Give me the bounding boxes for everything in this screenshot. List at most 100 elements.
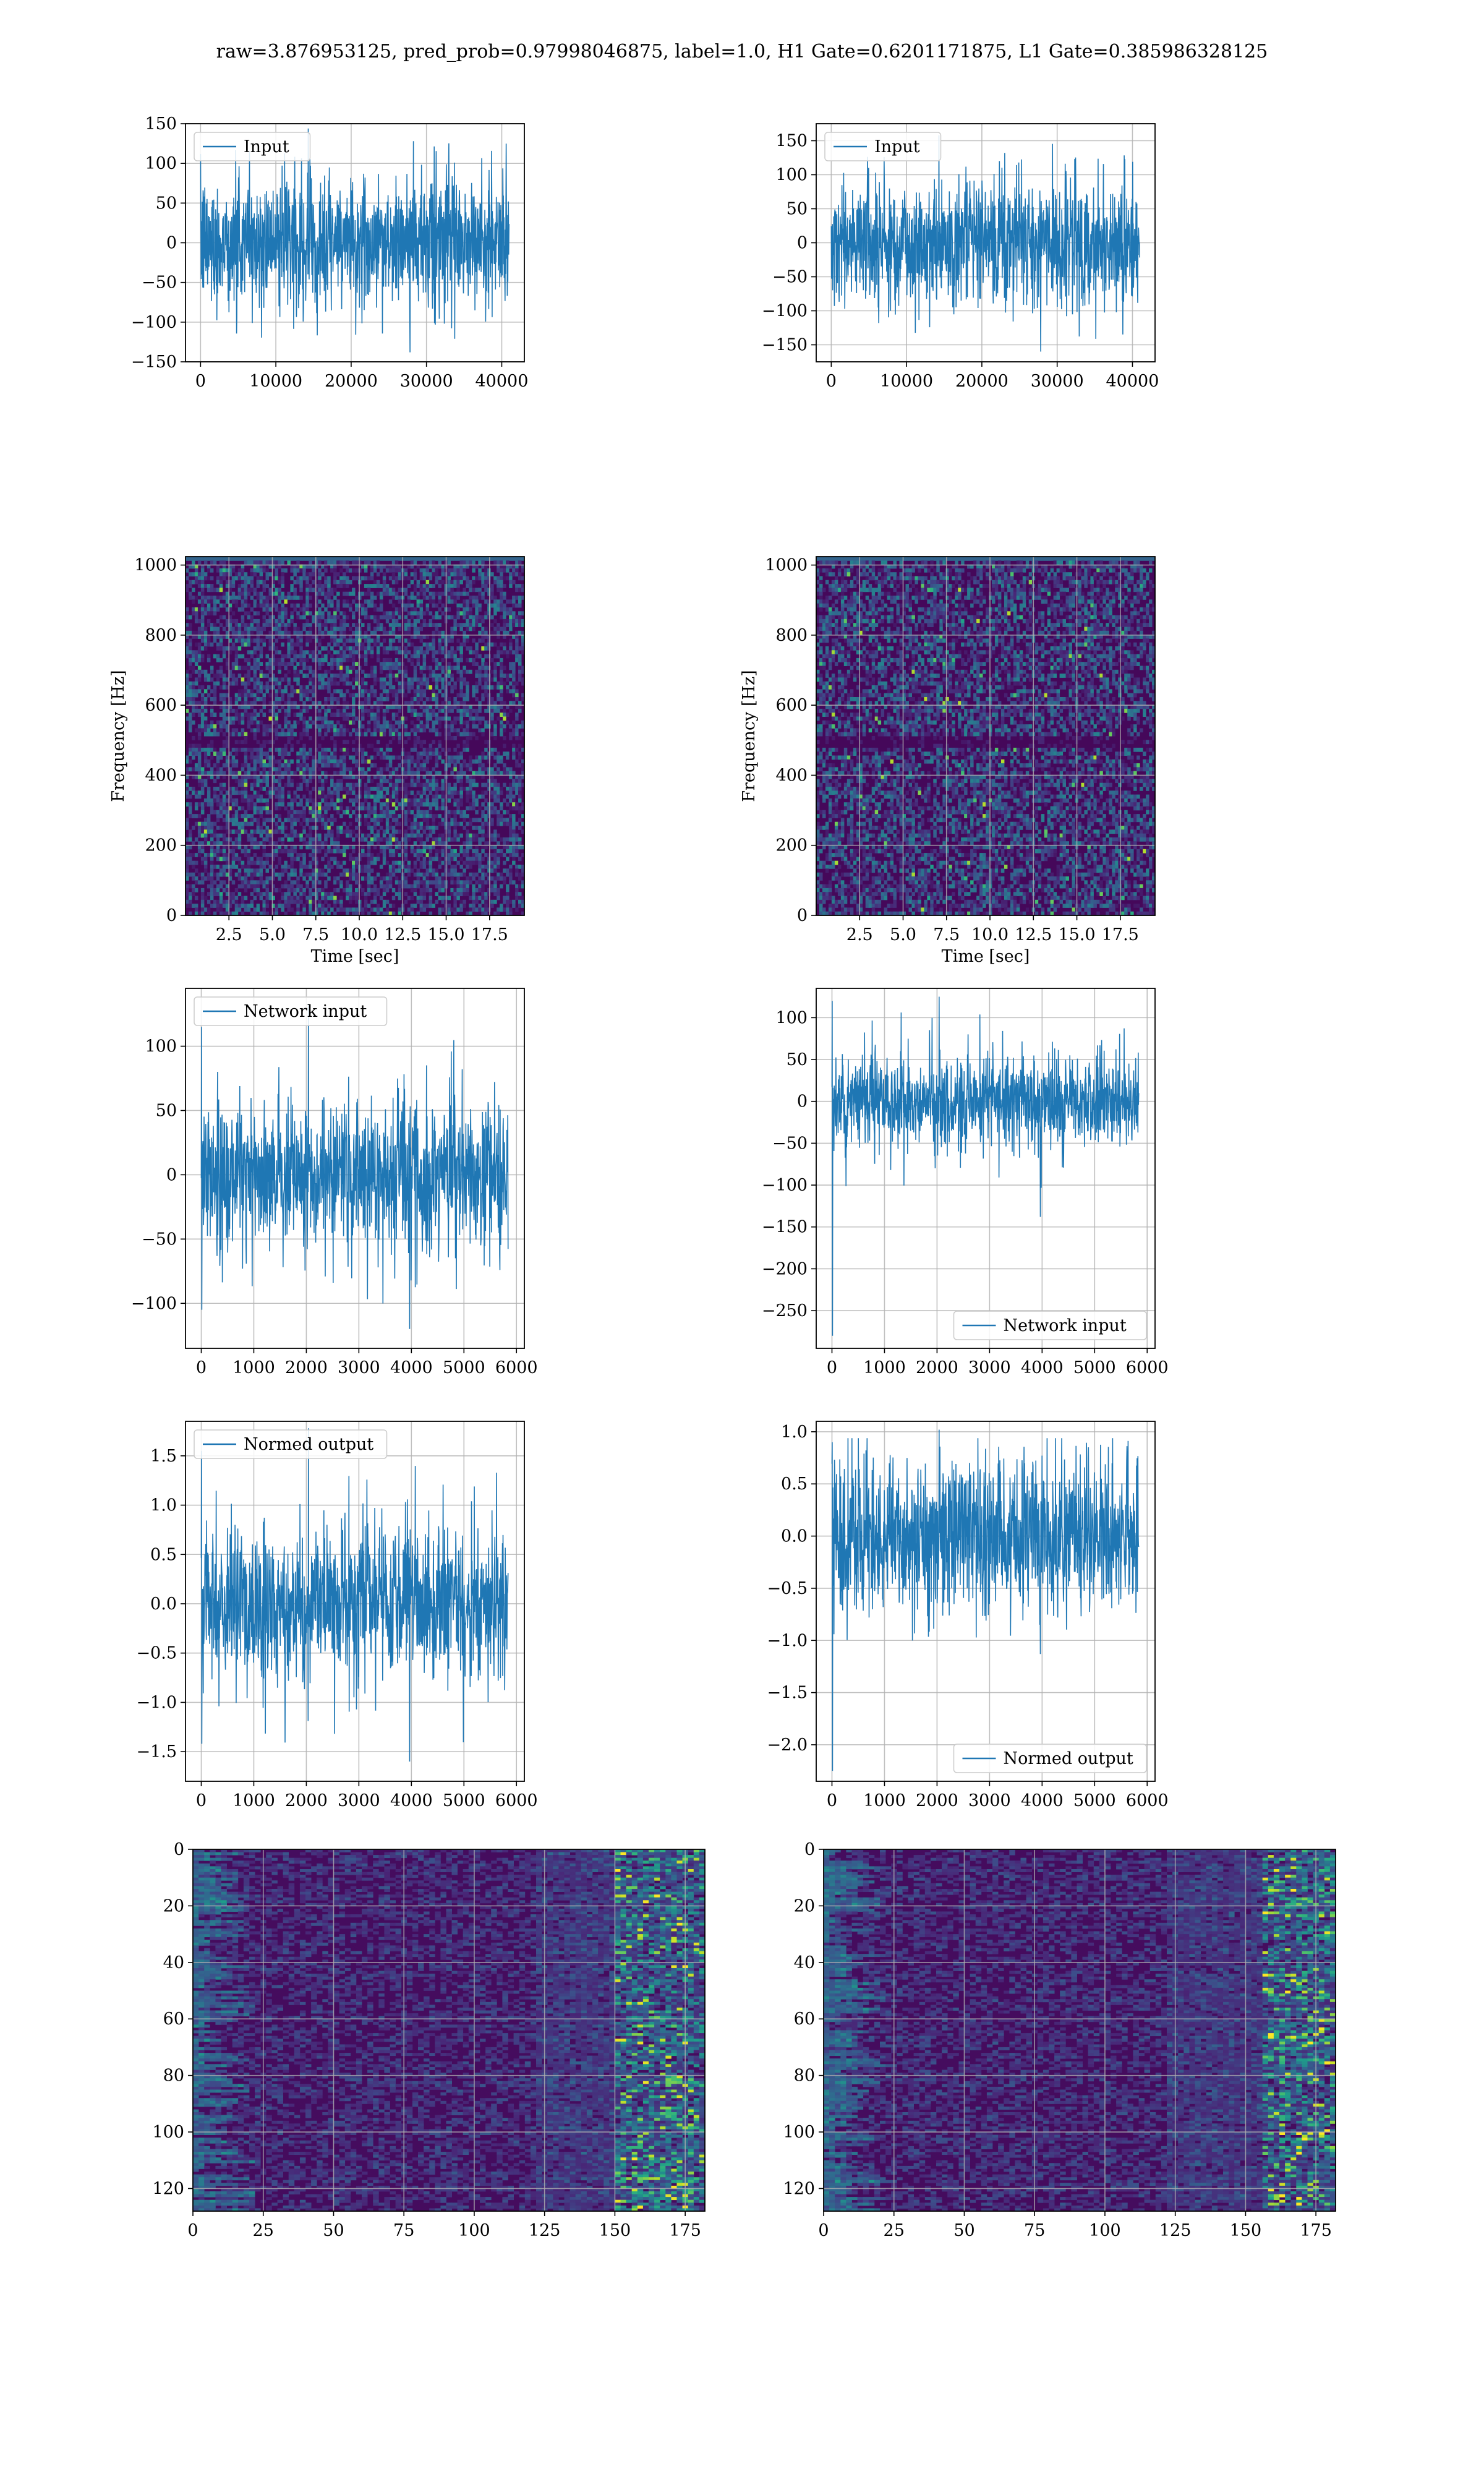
x-tick-label: 25 [253,2221,274,2240]
chart-input-l1: 0 10000 20000 30000 40000−150−100−5005010015… [762,124,1159,391]
y-tick-label: 60 [163,2010,184,2029]
x-tick-label: 10.0 [341,925,378,944]
x-tick-label: 125 [529,2221,561,2240]
y-tick-label: −150 [131,353,177,372]
series-line [832,1430,1139,1771]
y-tick-label: 1.5 [150,1447,177,1466]
series-line [831,135,1140,352]
x-tick-label: 0 [196,1358,207,1377]
y-tick-label: 40 [794,1953,815,1972]
y-tick-label: −100 [762,1176,808,1195]
x-tick-label: 5.0 [890,925,916,944]
series-line [202,1428,508,1761]
chart-spectrogram-h1: 2.5 5.0 7.5 10.0 12.5 15.0 17.5020040060080010… [109,556,525,966]
x-tick-label: 175 [1300,2221,1332,2240]
y-tick-label: −1.0 [767,1631,808,1650]
y-axis-label: Frequency [Hz] [109,670,128,802]
y-tick-label: 120 [152,2179,184,2198]
feature-heatmap [824,1849,1336,2211]
y-tick-label: 80 [794,2066,815,2086]
x-tick-label: 4000 [1021,1791,1064,1810]
y-tick-label: 1.0 [781,1423,808,1442]
y-tick-label: 50 [156,194,177,213]
y-tick-label: 0 [804,1840,815,1859]
legend: Normed output [194,1430,387,1458]
legend-label: Normed output [244,1435,373,1454]
x-tick-label: 30000 [1031,372,1084,391]
y-tick-label: 800 [775,626,808,645]
y-tick-label: 0 [166,1165,177,1184]
y-tick-label: 0.0 [150,1594,177,1614]
y-tick-label: 0.0 [781,1527,808,1546]
axes-frame [816,988,1155,1348]
y-tick-label: 0.5 [150,1545,177,1564]
series-line [202,1004,508,1329]
x-tick-label: 40000 [1106,372,1159,391]
x-tick-label: 125 [1159,2221,1192,2240]
x-tick-label: 2000 [285,1791,328,1810]
y-tick-label: 100 [152,2123,184,2142]
x-tick-label: 75 [393,2221,414,2240]
feature-heatmap [193,1849,705,2211]
x-tick-label: 6000 [495,1791,538,1810]
x-tick-label: 6000 [1126,1791,1169,1810]
y-tick-label: 100 [775,1008,808,1027]
x-tick-label: 175 [669,2221,701,2240]
series-line [832,997,1139,1336]
y-tick-label: −100 [131,313,177,332]
y-tick-label: 0 [166,234,177,253]
legend-label: Normed output [1004,1749,1133,1768]
x-tick-label: 0 [826,372,837,391]
x-tick-label: 3000 [968,1791,1011,1810]
legend: Network input [954,1311,1147,1340]
x-tick-label: 40000 [475,372,529,391]
y-tick-label: 20 [163,1896,184,1915]
y-tick-label: 0 [797,1092,808,1111]
y-tick-label: 150 [145,114,177,134]
x-tick-label: 12.5 [384,925,421,944]
x-tick-label: 10000 [249,372,302,391]
x-axis-label: Time [sec] [311,947,399,966]
y-axis-label: Frequency [Hz] [740,670,759,802]
y-tick-label: 20 [794,1896,815,1915]
x-tick-label: 25 [884,2221,905,2240]
chart-network-input-h1: 0 1000 2000 3000 4000 5000 6000−100−50050100Ne… [131,988,538,1377]
y-tick-label: 150 [775,132,808,151]
legend: Input [194,132,310,161]
x-tick-label: 2.5 [846,925,873,944]
y-tick-label: −0.5 [136,1644,177,1663]
x-tick-label: 100 [458,2221,490,2240]
y-tick-label: −150 [762,1218,808,1237]
x-tick-label: 50 [953,2221,974,2240]
x-tick-label: 1000 [232,1791,275,1810]
x-tick-label: 2000 [916,1358,958,1377]
y-tick-label: 400 [145,766,177,785]
chart-spectrogram-l1: 2.5 5.0 7.5 10.0 12.5 15.0 17.5020040060080010… [740,556,1156,966]
y-tick-label: 50 [156,1101,177,1120]
x-tick-label: 1000 [232,1358,275,1377]
y-tick-label: 400 [775,766,808,785]
x-tick-label: 20000 [955,372,1009,391]
x-axis-label: Time [sec] [942,947,1030,966]
x-tick-label: 7.5 [302,925,329,944]
chart-input-h1: 0 10000 20000 30000 40000−150−100−5005010015… [131,114,529,391]
y-tick-label: 1000 [765,556,808,575]
y-tick-label: −50 [142,1230,177,1249]
y-tick-label: −50 [142,273,177,293]
y-tick-label: −1.0 [136,1693,177,1712]
y-tick-label: −0.5 [767,1579,808,1598]
x-tick-label: 4000 [1021,1358,1064,1377]
x-tick-label: 2000 [916,1791,958,1810]
x-tick-label: 100 [1089,2221,1121,2240]
y-tick-label: 100 [145,154,177,173]
y-tick-label: 100 [775,166,808,185]
series-line [200,129,509,353]
x-tick-label: 5000 [1073,1791,1116,1810]
y-tick-label: 0.5 [781,1475,808,1494]
x-tick-label: 3000 [338,1358,380,1377]
grid-lines [816,988,1155,1348]
y-tick-label: 800 [145,626,177,645]
x-tick-label: 4000 [390,1791,433,1810]
x-tick-label: 17.5 [471,925,508,944]
